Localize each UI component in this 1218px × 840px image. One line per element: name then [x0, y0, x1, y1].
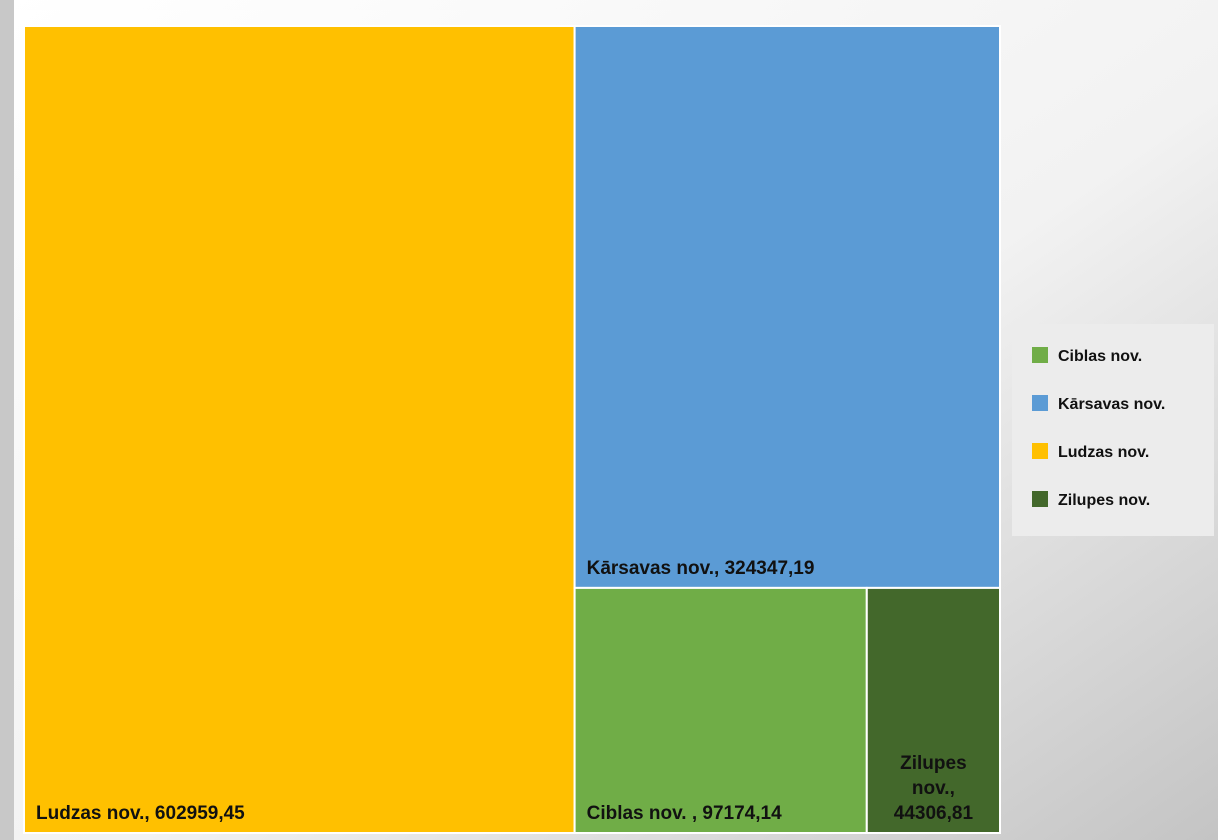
legend-swatch: [1032, 443, 1048, 459]
treemap-cell: [23, 25, 576, 834]
cell-label: Ciblas nov. , 97174,14: [587, 803, 782, 824]
cells: Ludzas nov., 602959,45 Kārsavas nov., 324…: [23, 25, 1002, 835]
cell-label: Ludzas nov., 602959,45: [36, 803, 245, 824]
cell-label: Kārsavas nov., 324347,19: [587, 558, 815, 579]
legend-label: Ciblas nov.: [1058, 348, 1142, 365]
legend: Ciblas nov. Kārsavas nov. Ludzas nov. Zilup…: [1032, 347, 1165, 509]
legend-label: Ludzas nov.: [1058, 444, 1149, 461]
legend-swatch: [1032, 491, 1048, 507]
cell-label: Zilupes nov., 44306,81: [894, 753, 974, 824]
treemap-cell: [573, 25, 1002, 589]
legend-swatch: [1032, 395, 1048, 411]
treemap-cell: [573, 586, 868, 835]
legend-label: Zilupes nov.: [1058, 492, 1150, 509]
legend-swatch: [1032, 347, 1048, 363]
treemap-cell: [865, 586, 1002, 835]
left-edge: [0, 0, 14, 840]
legend-label: Kārsavas nov.: [1058, 396, 1165, 413]
